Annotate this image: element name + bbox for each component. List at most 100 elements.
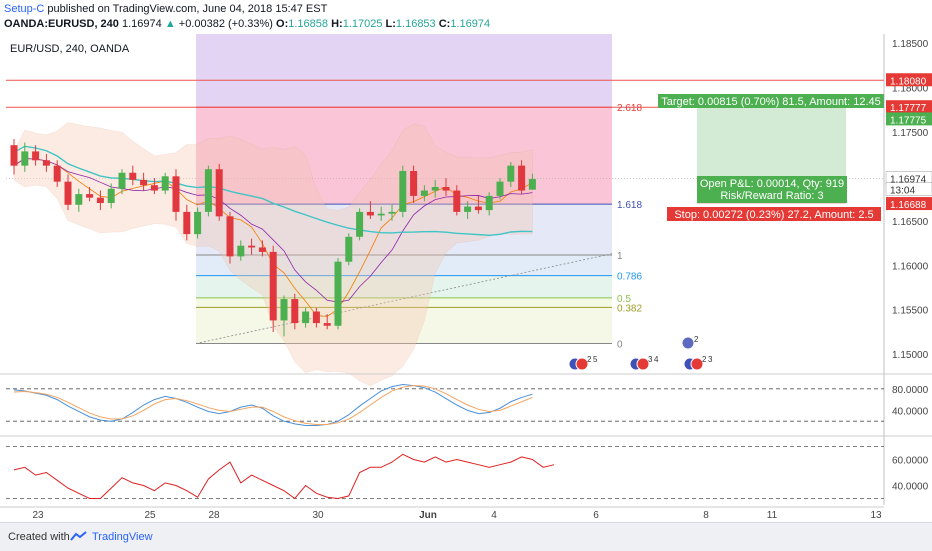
footer: Created with TradingView: [0, 522, 932, 551]
price-label: [885, 182, 932, 196]
target-label-text: Target: 0.00815 (0.70%) 81.5, Amount: 12…: [661, 96, 881, 108]
rsi-axis-tick: 60.0000: [892, 456, 929, 467]
high-label: H:: [331, 18, 343, 30]
price-change: +0.00382 (+0.33%): [178, 18, 273, 30]
price-axis-tick: 1.15500: [892, 306, 929, 317]
event-flag-icon: [575, 357, 589, 371]
open-label: O:: [276, 18, 289, 30]
time-axis-tick: 11: [767, 510, 778, 521]
candle: [464, 206, 472, 212]
tradingview-logo-icon: [70, 531, 87, 541]
candle: [323, 323, 331, 326]
candle: [64, 181, 72, 205]
price-axis-tick: 1.16000: [892, 261, 929, 272]
fib-zone: [196, 255, 612, 276]
pnl-label: [697, 176, 847, 203]
price-axis-tick: 1.17500: [892, 128, 929, 139]
close-value: 1.16974: [450, 18, 491, 30]
price-axis-tick: 1.18000: [892, 83, 929, 94]
candle: [334, 261, 342, 326]
fib-level-label: 0.382: [617, 303, 642, 314]
candle: [129, 172, 137, 180]
candle: [312, 311, 320, 324]
price-label: [886, 73, 932, 87]
candle: [194, 211, 202, 235]
target-label: [658, 94, 884, 108]
candle: [204, 169, 212, 212]
created-with-label: Created with: [8, 531, 70, 543]
candle: [96, 197, 104, 203]
time-axis-tick: Jun: [419, 510, 437, 521]
candle: [32, 151, 40, 161]
moving-average-line: [13, 145, 533, 236]
event-count: 2: [587, 355, 592, 364]
pnl-label-text: Open P&L: 0.00014, Qty: 919: [700, 178, 844, 190]
time-axis-tick: 4: [491, 510, 497, 521]
time-axis-tick: 23: [32, 510, 44, 521]
event-flag-icon: [636, 357, 650, 371]
time-axis-tick: 13: [870, 510, 882, 521]
stop-label-text: Stop: 0.00272 (0.23%) 27.2, Amount: 2.5: [674, 209, 873, 221]
candle: [183, 211, 191, 235]
candle: [518, 165, 526, 191]
price-axis-tick: 1.18500: [892, 39, 929, 50]
time-axis-tick: 8: [703, 510, 709, 521]
candle: [453, 190, 461, 212]
fib-zone: [196, 34, 612, 108]
chart-legend: EUR/USD, 240, OANDA: [10, 43, 130, 55]
candle: [172, 176, 180, 212]
price-label-text: 1.16688: [890, 200, 927, 211]
tradingview-link[interactable]: TradingView: [92, 531, 153, 543]
candle: [118, 172, 126, 189]
low-label: L:: [385, 18, 396, 30]
candle: [302, 311, 310, 324]
price-label-text: 1.18080: [890, 76, 927, 87]
stochastic-line: [13, 385, 533, 425]
price-axis-tick: 1.16500: [892, 217, 929, 228]
symbol-label: OANDA:EURUSD, 240: [4, 18, 119, 30]
candle: [248, 245, 256, 248]
candle: [410, 170, 418, 196]
candle: [140, 179, 148, 186]
candle: [226, 216, 234, 257]
author-link[interactable]: Setup-C: [4, 3, 45, 15]
event-count: 2: [694, 335, 699, 344]
event-count: 5: [593, 355, 598, 364]
pnl-label-text: Risk/Reward Ratio: 3: [720, 190, 823, 202]
event-count: 3: [708, 355, 713, 364]
candle: [507, 165, 515, 182]
ema-line: [13, 158, 533, 303]
candle: [215, 169, 223, 217]
fib-level-label: 0.5: [617, 294, 631, 305]
candle: [280, 299, 288, 321]
rsi-line: [13, 453, 555, 500]
rsi-axis-tick: 40.0000: [892, 482, 929, 493]
up-arrow-icon: ▲: [164, 18, 176, 30]
time-axis-tick: 25: [144, 510, 156, 521]
fib-zone: [196, 307, 612, 344]
publish-line: Setup-C published on TradingView.com, Ju…: [4, 3, 327, 15]
fib-level-label: 2.618: [617, 103, 642, 114]
candle: [485, 195, 493, 211]
event-flag-icon: [690, 357, 704, 371]
event-count: 4: [654, 355, 659, 364]
candle: [377, 213, 385, 216]
candle: [399, 170, 407, 212]
candle: [474, 206, 482, 211]
stop-label: [667, 207, 881, 221]
candle: [366, 211, 374, 216]
event-flag-icon: [681, 336, 695, 350]
candle: [269, 251, 277, 321]
candle: [161, 176, 169, 191]
candle: [42, 160, 50, 166]
candle: [420, 190, 428, 196]
candle: [496, 181, 504, 196]
candle: [442, 186, 450, 191]
price-label: [886, 197, 932, 211]
close-label: C:: [438, 18, 451, 30]
candle: [388, 211, 396, 214]
price-label-text: 1.17775: [890, 115, 927, 126]
trend-line: [195, 253, 613, 344]
fib-level-label: 0.786: [617, 272, 642, 283]
